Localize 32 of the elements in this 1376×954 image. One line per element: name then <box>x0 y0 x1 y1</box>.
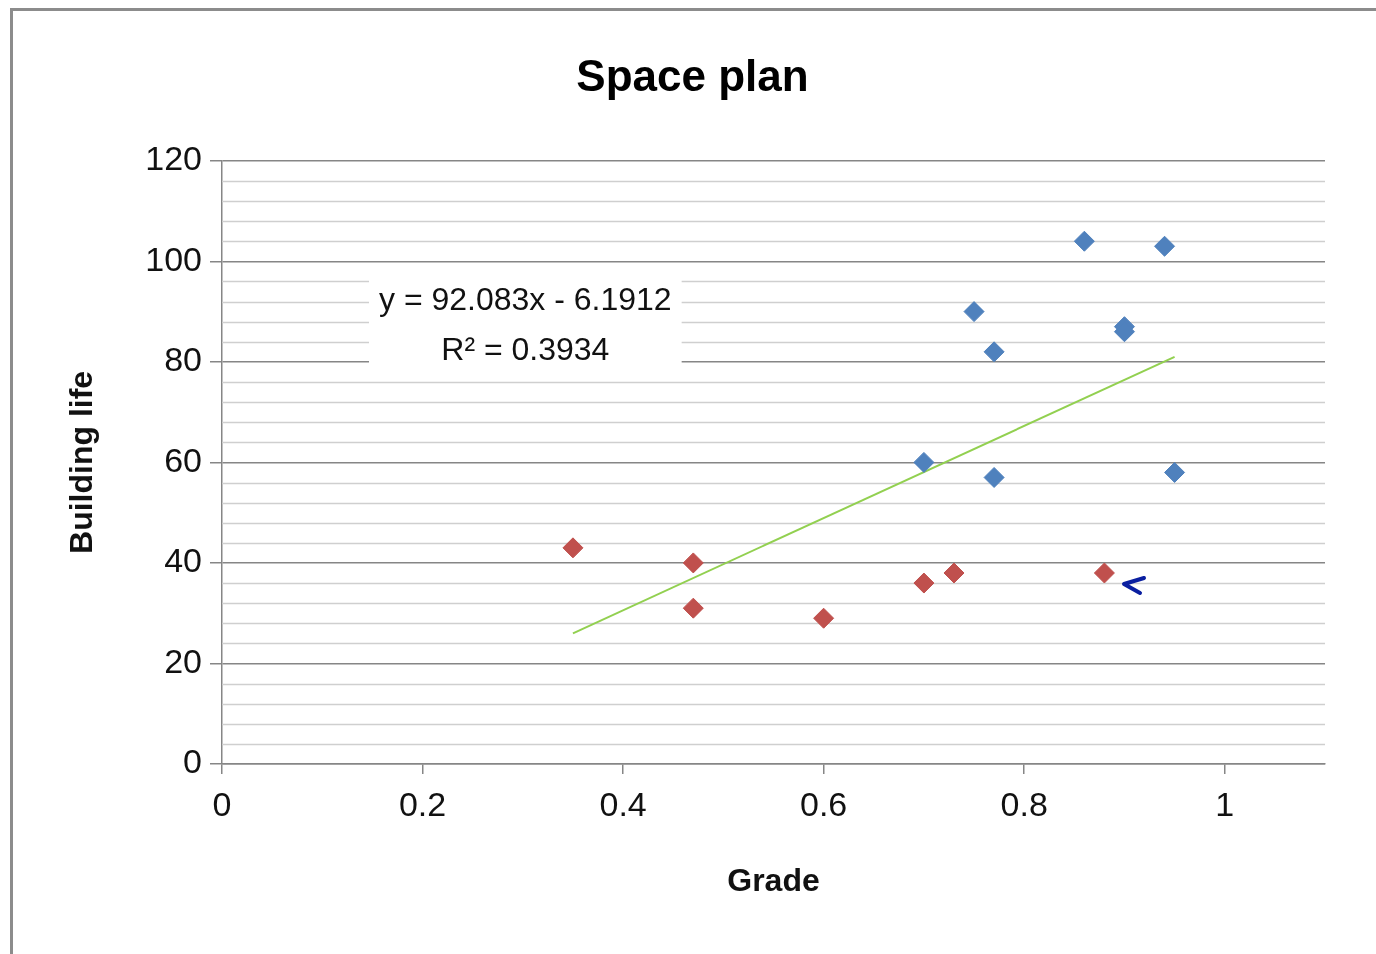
y-tick-label: 40 <box>164 541 202 580</box>
y-tick-label: 80 <box>164 340 202 379</box>
y-tick-label: 20 <box>164 641 202 680</box>
point <box>913 451 935 473</box>
x-tick-label: 0.2 <box>398 784 447 823</box>
point <box>1164 461 1186 483</box>
x-axis-title: Grade <box>727 861 820 898</box>
x-tick-label: 0.8 <box>1000 784 1048 823</box>
point <box>1073 230 1095 252</box>
point <box>562 537 584 559</box>
chart-title: Space plan <box>576 50 809 100</box>
point <box>943 562 965 584</box>
point <box>1154 235 1176 257</box>
y-tick-label: 100 <box>145 239 202 278</box>
point <box>963 301 985 323</box>
annotation: y = 92.083x - 6.1912 <box>379 281 672 318</box>
x-tick-label: 1 <box>1215 784 1235 823</box>
point <box>913 572 935 594</box>
x-tick-label: 0.6 <box>800 784 848 823</box>
y-tick-label: 120 <box>145 139 202 178</box>
x-tick-label: 0.4 <box>599 784 647 823</box>
annotation: R² = 0.3934 <box>441 331 610 368</box>
point <box>682 552 704 574</box>
x-tick-label: 0 <box>212 784 232 823</box>
point <box>682 597 704 619</box>
point <box>983 466 1005 488</box>
y-axis-title: Building life <box>63 370 100 554</box>
point <box>1093 562 1115 584</box>
point <box>813 607 835 629</box>
y-tick-label: 0 <box>183 742 202 781</box>
point <box>983 341 1005 363</box>
y-tick-label: 60 <box>164 440 202 479</box>
